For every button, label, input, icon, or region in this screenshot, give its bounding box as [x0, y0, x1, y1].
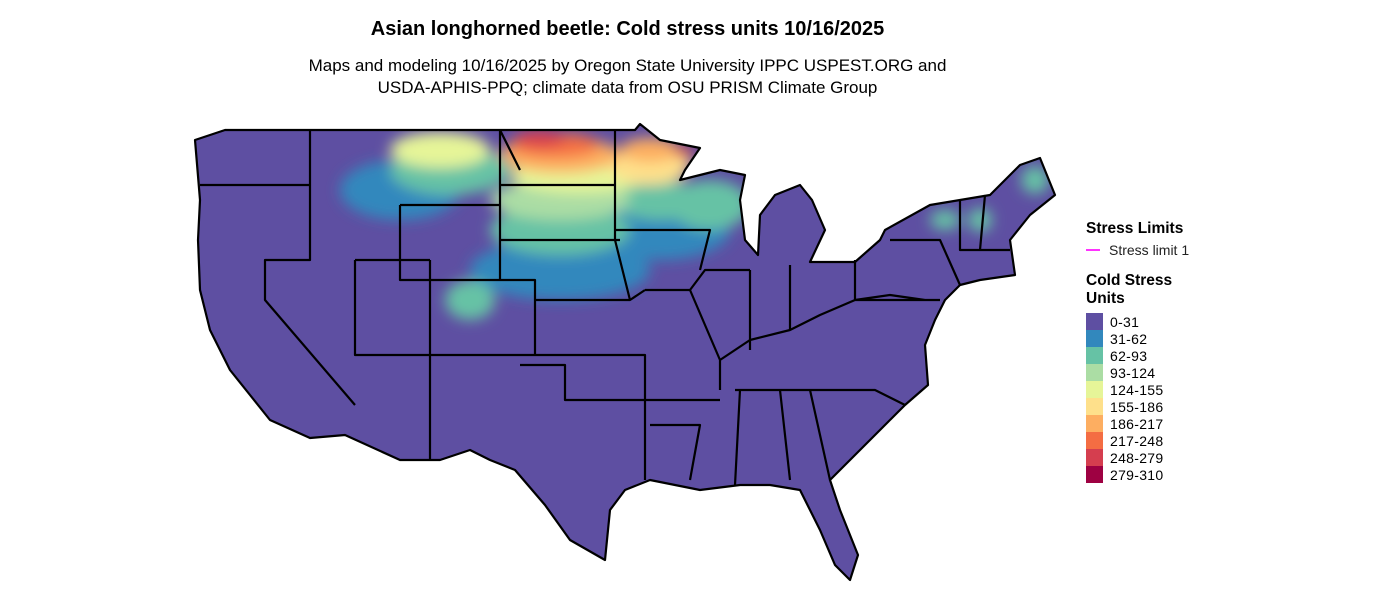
legend-swatch	[1086, 415, 1103, 432]
subtitle-line-2: USDA-APHIS-PPQ; climate data from OSU PR…	[377, 78, 878, 97]
stress-limit-entry: Stress limit 1	[1086, 238, 1189, 262]
legend-bin-label: 31-62	[1110, 330, 1148, 347]
legend-swatch	[1086, 398, 1103, 415]
units-title-line-1: Cold Stress	[1086, 272, 1173, 289]
legend-bin: 248-279	[1086, 449, 1189, 466]
stress-limits-title: Stress Limits	[1086, 220, 1184, 237]
legend-swatch	[1086, 313, 1103, 330]
legend-bin-label: 217-248	[1110, 432, 1164, 449]
subtitle-line-1: Maps and modeling 10/16/2025 by Oregon S…	[308, 56, 947, 75]
legend-bin-label: 155-186	[1110, 398, 1164, 415]
legend-bin-label: 279-310	[1110, 466, 1164, 483]
stress-limit-label: Stress limit 1	[1109, 242, 1190, 258]
legend-bin-label: 248-279	[1110, 449, 1164, 466]
legend-bin-label: 93-124	[1110, 364, 1156, 381]
legend-swatch	[1086, 381, 1103, 398]
legend-bin: 186-217	[1086, 415, 1189, 432]
legend-swatch	[1086, 466, 1103, 483]
legend-bin-label: 186-217	[1110, 415, 1164, 432]
legend-bin: 155-186	[1086, 398, 1189, 415]
legend-swatch	[1086, 364, 1103, 381]
map-title: Asian longhorned beetle: Cold stress uni…	[370, 18, 885, 40]
legend-bin: 0-31	[1086, 313, 1189, 330]
legend-bins: 0-31 31-62 62-93 93-124 124-155 155-186 186-21…	[1086, 313, 1189, 483]
legend-bin: 93-124	[1086, 364, 1189, 381]
legend-bin: 31-62	[1086, 330, 1189, 347]
legend-bin: 217-248	[1086, 432, 1189, 449]
cold-stress-surface	[340, 130, 1049, 320]
legend-bin-label: 124-155	[1110, 381, 1164, 398]
us-map	[193, 122, 1057, 582]
legend-swatch	[1086, 449, 1103, 466]
legend-swatch	[1086, 347, 1103, 364]
legend-bin: 279-310	[1086, 466, 1189, 483]
state-borders	[193, 122, 1057, 582]
units-title-line-2: Units	[1086, 290, 1125, 307]
legend-bin: 124-155	[1086, 381, 1189, 398]
legend: Stress Limits Stress limit 1 Cold Stress…	[1086, 220, 1189, 483]
legend-swatch	[1086, 432, 1103, 449]
legend-bin: 62-93	[1086, 347, 1189, 364]
legend-bin-label: 62-93	[1110, 347, 1148, 364]
stress-limit-line-icon	[1086, 249, 1100, 251]
legend-bin-label: 0-31	[1110, 313, 1140, 330]
legend-swatch	[1086, 330, 1103, 347]
map-subtitle: Maps and modeling 10/16/2025 by Oregon S…	[0, 55, 1255, 99]
